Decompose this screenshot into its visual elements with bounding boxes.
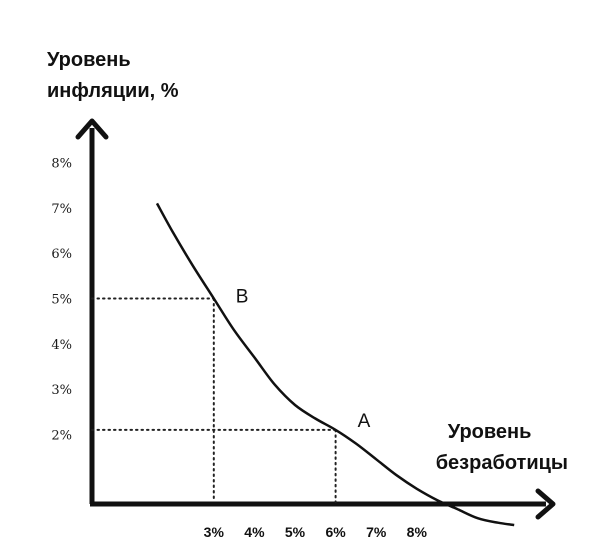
x-tick-label: 7% — [366, 524, 387, 540]
y-tick-label: 7% — [51, 202, 72, 217]
x-tick-label: 3% — [204, 524, 225, 540]
y-tick-label: 3% — [51, 383, 72, 398]
point-labels: BA — [236, 287, 371, 432]
x-axis-title-line-1: Уровень — [448, 421, 532, 443]
y-tick-label: 6% — [51, 247, 72, 262]
x-tick-label: 8% — [407, 524, 428, 540]
phillips-curve-line — [155, 202, 515, 527]
y-tick-label: 2% — [51, 428, 72, 443]
x-tick-label: 6% — [325, 524, 346, 540]
y-tick-labels: 2% 3% 4% 5% 6% 7% 8% — [51, 157, 72, 444]
x-axis-arrow — [535, 488, 556, 520]
x-axis-title: Уровень безработицы — [436, 421, 568, 474]
point-label-b: B — [236, 287, 249, 308]
y-tick-label: 8% — [51, 157, 72, 172]
point-guide-lines — [91, 297, 337, 503]
x-tick-label: 4% — [244, 524, 265, 540]
x-axis-title-line-2: безработицы — [436, 452, 568, 474]
y-axis-arrow — [75, 118, 109, 140]
x-tick-labels: 3% 4% 5% 6% 7% 8% — [204, 524, 428, 540]
y-axis-title: Уровень инфляции, % — [47, 49, 179, 102]
x-tick-label: 5% — [285, 524, 306, 540]
y-axis-title-line-1: Уровень — [47, 49, 131, 71]
y-tick-label: 4% — [51, 338, 72, 353]
point-label-a: A — [358, 411, 371, 432]
y-axis-title-line-2: инфляции, % — [47, 80, 179, 102]
y-tick-label: 5% — [51, 293, 72, 308]
